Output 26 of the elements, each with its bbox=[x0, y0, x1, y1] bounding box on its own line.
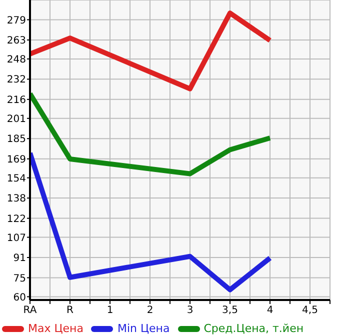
legend-label: Max Цена bbox=[27, 322, 84, 335]
y-tick-label: 169 bbox=[6, 154, 26, 166]
y-tick-label: 263 bbox=[6, 36, 26, 47]
y-tick-label: 138 bbox=[6, 194, 26, 205]
y-tick-label: 154 bbox=[6, 173, 26, 184]
x-tick-label: 3 bbox=[186, 305, 194, 316]
x-tick-label: 4,5 bbox=[302, 305, 318, 316]
y-tick-label: 185 bbox=[6, 134, 26, 146]
y-tick-label: 279 bbox=[6, 15, 26, 26]
x-tick-label: 3,5 bbox=[222, 305, 238, 316]
y-tick-label: 232 bbox=[6, 74, 26, 86]
y-tick-label: 122 bbox=[6, 214, 26, 225]
y-tick-label: 91 bbox=[13, 253, 26, 264]
x-tick-label: 4 bbox=[266, 305, 274, 316]
legend-label: Min Цена bbox=[116, 322, 170, 335]
y-tick-label: 248 bbox=[6, 54, 26, 66]
y-tick-label: 201 bbox=[6, 114, 26, 125]
y-tick-label: 60 bbox=[13, 292, 26, 304]
y-tick-label: 216 bbox=[6, 94, 26, 106]
legend-label: Сред.Цена, т.йен bbox=[202, 322, 304, 335]
x-tick-label: 2 bbox=[146, 305, 154, 316]
y-tick-label: 75 bbox=[13, 273, 26, 284]
y-tick-label: 107 bbox=[6, 232, 26, 244]
x-tick-label: R bbox=[66, 305, 74, 316]
x-tick-label: RA bbox=[23, 305, 37, 316]
x-tick-label: 1 bbox=[106, 305, 114, 316]
